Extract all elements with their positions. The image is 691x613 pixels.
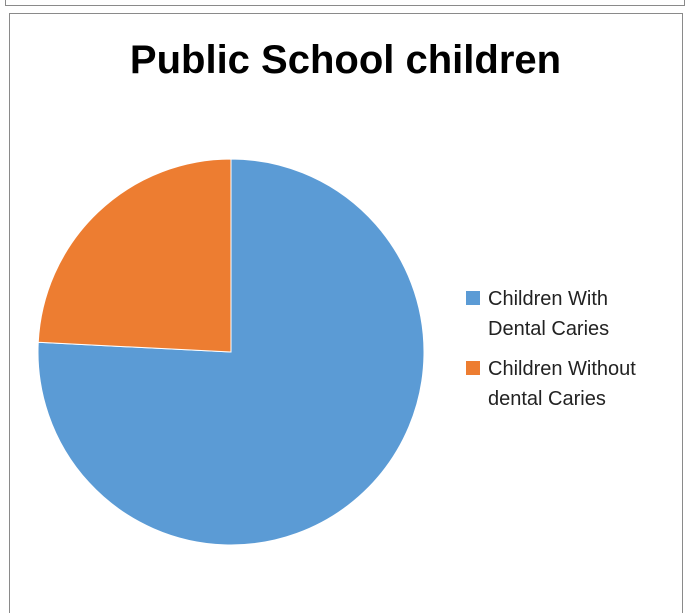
legend-label-line: Dental Caries [488,318,610,340]
legend-swatch-with-caries [466,291,480,305]
chart-frame [9,13,683,613]
pie-slice-0 [37,158,425,546]
legend-item-without-caries: Children Without dental Caries [466,354,686,414]
legend: Children With Dental Caries Children Wit… [466,284,686,424]
top-panel-edge [5,0,685,6]
legend-label-line: dental Caries [488,388,606,410]
legend-label-line: Children Without [488,358,636,380]
legend-label-line: Children With [488,288,609,310]
chart-title: Public School children [129,38,562,82]
legend-swatch-without-caries [466,361,480,375]
legend-item-with-caries: Children With Dental Caries [466,284,686,344]
pie-slice-1 [37,158,232,353]
